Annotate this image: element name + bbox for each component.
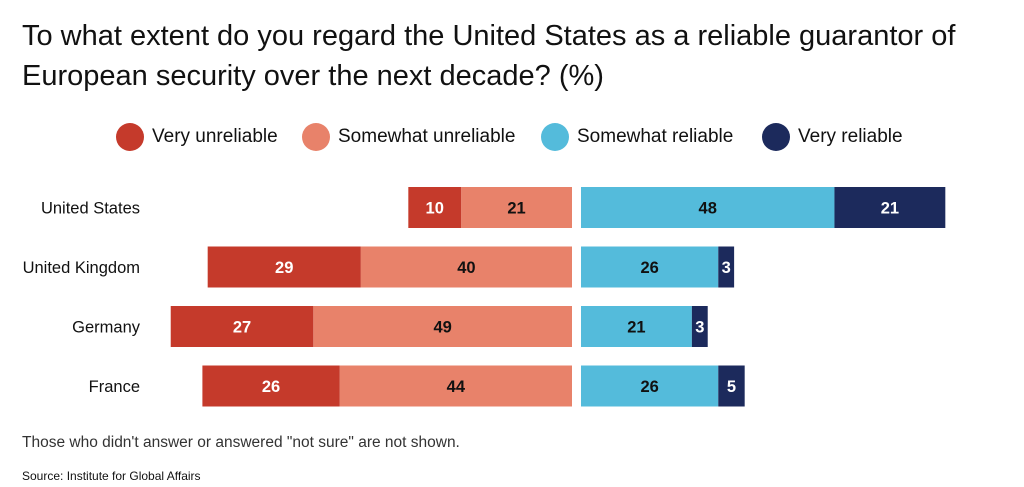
- data-label-germany-somewhat-unreliable: 49: [433, 319, 451, 337]
- data-label-united-kingdom-somewhat-unreliable: 40: [457, 259, 475, 277]
- bar-united-kingdom-somewhat-unreliable: [360, 246, 572, 288]
- bar-germany-somewhat-reliable: [581, 306, 692, 347]
- legend-item-somewhat-reliable: Somewhat reliable: [541, 120, 733, 154]
- data-label-united-states-somewhat-reliable: 48: [699, 200, 717, 218]
- category-label-france: France: [89, 378, 140, 396]
- bar-united-kingdom-somewhat-reliable: [581, 246, 719, 288]
- category-label-united-states: United States: [41, 200, 140, 218]
- bar-germany-somewhat-unreliable: [313, 306, 572, 347]
- bar-germany-very-unreliable: [170, 306, 314, 347]
- category-label-united-kingdom: United Kingdom: [23, 259, 140, 277]
- bar-germany-very-reliable: [691, 306, 708, 347]
- data-label-united-states-very-reliable: 21: [881, 200, 899, 218]
- legend-item-very-reliable: Very reliable: [762, 120, 903, 154]
- data-label-france-somewhat-reliable: 26: [640, 378, 658, 396]
- legend-swatch-very-reliable: [762, 123, 790, 151]
- chart-plot: United States 21 10 48 21 United Kingdom 40 29 2…: [23, 187, 946, 407]
- legend-item-very-unreliable: Very unreliable: [116, 120, 278, 154]
- chart-source: Source: Institute for Global Affairs: [22, 469, 201, 483]
- legend-label-somewhat-reliable: Somewhat reliable: [577, 126, 734, 147]
- bar-france-somewhat-reliable: [581, 365, 719, 407]
- data-label-france-very-unreliable: 26: [262, 378, 280, 396]
- legend-label-very-unreliable: Very unreliable: [152, 126, 278, 147]
- bar-united-kingdom-very-unreliable: [207, 246, 361, 288]
- bar-united-kingdom-very-reliable: [718, 246, 735, 288]
- bar-united-states-very-unreliable: [408, 187, 462, 228]
- data-label-france-very-reliable: 5: [727, 378, 736, 396]
- data-label-united-states-very-unreliable: 10: [426, 200, 444, 218]
- data-label-united-kingdom-somewhat-reliable: 26: [640, 259, 658, 277]
- chart-title: To what extent do you regard the United …: [22, 20, 956, 92]
- data-label-united-kingdom-very-reliable: 3: [722, 259, 731, 277]
- legend-label-very-reliable: Very reliable: [798, 126, 903, 147]
- chart-footnote: Those who didn't answer or answered "not…: [22, 434, 460, 451]
- bar-france-somewhat-unreliable: [339, 365, 572, 407]
- category-label-germany: Germany: [72, 319, 141, 337]
- legend-swatch-very-unreliable: [116, 123, 144, 151]
- bar-united-states-somewhat-reliable: [581, 187, 835, 228]
- bar-france-very-reliable: [718, 365, 745, 407]
- data-label-germany-very-unreliable: 27: [233, 319, 251, 337]
- data-label-germany-somewhat-reliable: 21: [627, 319, 645, 337]
- bar-france-very-unreliable: [202, 365, 340, 407]
- data-label-germany-very-reliable: 3: [695, 319, 704, 337]
- data-label-france-somewhat-unreliable: 44: [447, 378, 466, 396]
- data-label-united-kingdom-very-unreliable: 29: [275, 259, 293, 277]
- bar-united-states-very-reliable: [834, 187, 946, 228]
- data-label-united-states-somewhat-unreliable: 21: [507, 200, 525, 218]
- legend-swatch-somewhat-reliable: [541, 123, 569, 151]
- legend-label-somewhat-unreliable: Somewhat unreliable: [338, 126, 516, 147]
- legend-item-somewhat-unreliable: Somewhat unreliable: [302, 120, 515, 154]
- chart-legend: Very unreliable Somewhat unreliable Some…: [0, 120, 1024, 154]
- legend-swatch-somewhat-unreliable: [302, 123, 330, 151]
- bar-united-states-somewhat-unreliable: [461, 187, 572, 228]
